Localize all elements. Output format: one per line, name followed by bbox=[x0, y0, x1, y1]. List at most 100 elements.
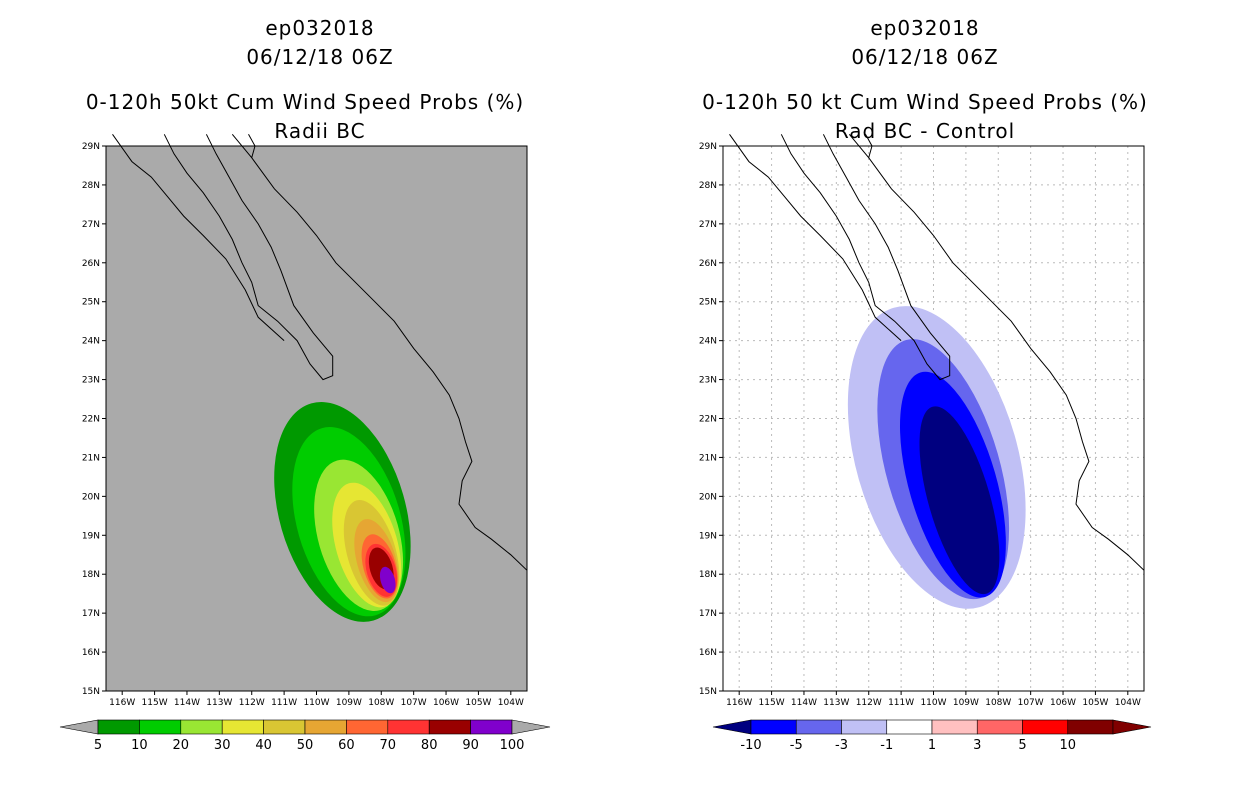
left-x-tick-label: 113W bbox=[206, 698, 232, 708]
left-y-tick-label: 19N bbox=[82, 531, 100, 541]
left-colorbar-label: 90 bbox=[462, 738, 479, 753]
left-y-tick-label: 20N bbox=[82, 492, 100, 502]
left-coastline bbox=[231, 133, 528, 571]
right-colorbar-arrow-high bbox=[1112, 719, 1152, 735]
right-colorbar-label: -5 bbox=[790, 738, 803, 753]
right-colorbar-box bbox=[750, 719, 797, 735]
left-y-tick-label: 24N bbox=[82, 337, 100, 347]
left-colorbar-box bbox=[180, 719, 223, 735]
right-y-tick-label: 25N bbox=[699, 298, 717, 308]
right-colorbar-box bbox=[841, 719, 888, 735]
right-x-tick-label: 116W bbox=[726, 698, 752, 708]
right-colorbar-box bbox=[1022, 719, 1069, 735]
left-x-tick-label: 109W bbox=[336, 698, 362, 708]
right-x-tick-label: 110W bbox=[920, 698, 946, 708]
left-coastline bbox=[163, 134, 334, 381]
right-x-tick-label: 107W bbox=[1018, 698, 1044, 708]
left-colorbar-label: 80 bbox=[421, 738, 438, 753]
left-x-tick-label: 116W bbox=[109, 698, 135, 708]
right-y-tick-label: 29N bbox=[699, 142, 717, 152]
right-colorbar: -10 -5 -3 -1 1 3 5 10 bbox=[712, 719, 1152, 753]
left-colorbar-arrow-low bbox=[59, 719, 99, 735]
right-colorbar-box bbox=[931, 719, 978, 735]
left-colorbar-label: 60 bbox=[338, 738, 355, 753]
left-y-tick-label: 15N bbox=[82, 687, 100, 697]
left-x-tick-label: 111W bbox=[271, 698, 297, 708]
right-x-tick-label: 114W bbox=[791, 698, 817, 708]
right-x-tick-label: 115W bbox=[759, 698, 785, 708]
right-x-tick-label: 111W bbox=[888, 698, 914, 708]
right-y-tick-label: 24N bbox=[699, 337, 717, 347]
right-map-panel: 116W 115W 114W 113W 112W 111W 110W 109W 108W 107W… bbox=[699, 133, 1145, 708]
left-x-tick-label: 105W bbox=[465, 698, 491, 708]
right-colorbar-label: 3 bbox=[973, 738, 981, 753]
right-colorbar-arrow-low bbox=[712, 719, 752, 735]
left-map-panel: 116W 115W 114W 113W 112W 111W 110W 109W 108W 107W… bbox=[82, 133, 528, 708]
left-colorbar-box bbox=[470, 719, 513, 735]
left-colorbar-label: 40 bbox=[255, 738, 272, 753]
left-title: 0-120h 50kt Cum Wind Speed Probs (%) bbox=[85, 90, 525, 114]
right-colorbar-label: 1 bbox=[928, 738, 936, 753]
left-subtitle: Radii BC bbox=[274, 119, 366, 143]
left-x-tick-label: 106W bbox=[433, 698, 459, 708]
left-date: 06/12/18 06Z bbox=[246, 45, 394, 69]
left-colorbar-box bbox=[221, 719, 264, 735]
left-y-tick-label: 23N bbox=[82, 376, 100, 386]
right-colorbar-box bbox=[795, 719, 842, 735]
left-y-tick-label: 29N bbox=[82, 142, 100, 152]
left-colorbar-label: 5 bbox=[94, 738, 102, 753]
right-coastline bbox=[780, 134, 951, 381]
left-x-tick-label: 104W bbox=[498, 698, 524, 708]
left-colorbar-box bbox=[428, 719, 471, 735]
left-x-tick-label: 107W bbox=[401, 698, 427, 708]
left-y-tick-label: 22N bbox=[82, 415, 100, 425]
left-colorbar-box bbox=[387, 719, 430, 735]
right-y-tick-label: 19N bbox=[699, 531, 717, 541]
right-colorbar-box bbox=[1067, 719, 1114, 735]
left-x-tick-label: 108W bbox=[368, 698, 394, 708]
right-y-tick-label: 16N bbox=[699, 648, 717, 658]
left-colorbar-label: 20 bbox=[173, 738, 190, 753]
left-colorbar-label: 10 bbox=[131, 738, 148, 753]
right-y-tick-label: 27N bbox=[699, 220, 717, 230]
right-y-tick-label: 28N bbox=[699, 181, 717, 191]
right-x-tick-label: 106W bbox=[1050, 698, 1076, 708]
right-title: 0-120h 50 kt Cum Wind Speed Probs (%) bbox=[702, 90, 1148, 114]
left-colorbar-label: 70 bbox=[380, 738, 397, 753]
left-colorbar-box bbox=[97, 719, 140, 735]
left-colorbar-label: 50 bbox=[297, 738, 314, 753]
right-y-tick-label: 26N bbox=[699, 259, 717, 269]
left-colorbar-box bbox=[346, 719, 389, 735]
left-colorbar-label: 100 bbox=[500, 738, 525, 753]
right-x-tick-label: 109W bbox=[953, 698, 979, 708]
right-x-tick-label: 113W bbox=[823, 698, 849, 708]
left-y-tick-label: 18N bbox=[82, 570, 100, 580]
right-y-tick-label: 23N bbox=[699, 376, 717, 386]
left-colorbar-box bbox=[263, 719, 306, 735]
right-subtitle: Rad BC - Control bbox=[834, 119, 1016, 143]
left-y-tick-label: 17N bbox=[82, 609, 100, 619]
right-colorbar-label: -3 bbox=[835, 738, 848, 753]
left-colorbar-box bbox=[304, 719, 347, 735]
left-y-tick-label: 16N bbox=[82, 648, 100, 658]
right-x-tick-label: 104W bbox=[1115, 698, 1141, 708]
left-x-tick-label: 115W bbox=[142, 698, 168, 708]
right-colorbar-label: 5 bbox=[1018, 738, 1026, 753]
right-colorbar-label: 10 bbox=[1059, 738, 1076, 753]
left-colorbar-label: 30 bbox=[214, 738, 231, 753]
left-x-tick-label: 114W bbox=[174, 698, 200, 708]
left-colorbar: 5 10 20 30 40 50 60 70 80 90 100 bbox=[59, 719, 551, 753]
right-y-tick-label: 21N bbox=[699, 453, 717, 463]
left-y-tick-label: 25N bbox=[82, 298, 100, 308]
right-x-tick-label: 108W bbox=[985, 698, 1011, 708]
left-colorbar-box bbox=[139, 719, 182, 735]
left-contour-level-90 bbox=[379, 566, 396, 594]
left-y-tick-label: 27N bbox=[82, 220, 100, 230]
right-x-tick-label: 112W bbox=[856, 698, 882, 708]
left-x-tick-label: 110W bbox=[303, 698, 329, 708]
right-contour-level-neg10 bbox=[919, 406, 1000, 595]
right-colorbar-label: -10 bbox=[740, 738, 761, 753]
left-x-tick-label: 112W bbox=[239, 698, 265, 708]
right-y-tick-label: 22N bbox=[699, 415, 717, 425]
right-y-tick-label: 18N bbox=[699, 570, 717, 580]
